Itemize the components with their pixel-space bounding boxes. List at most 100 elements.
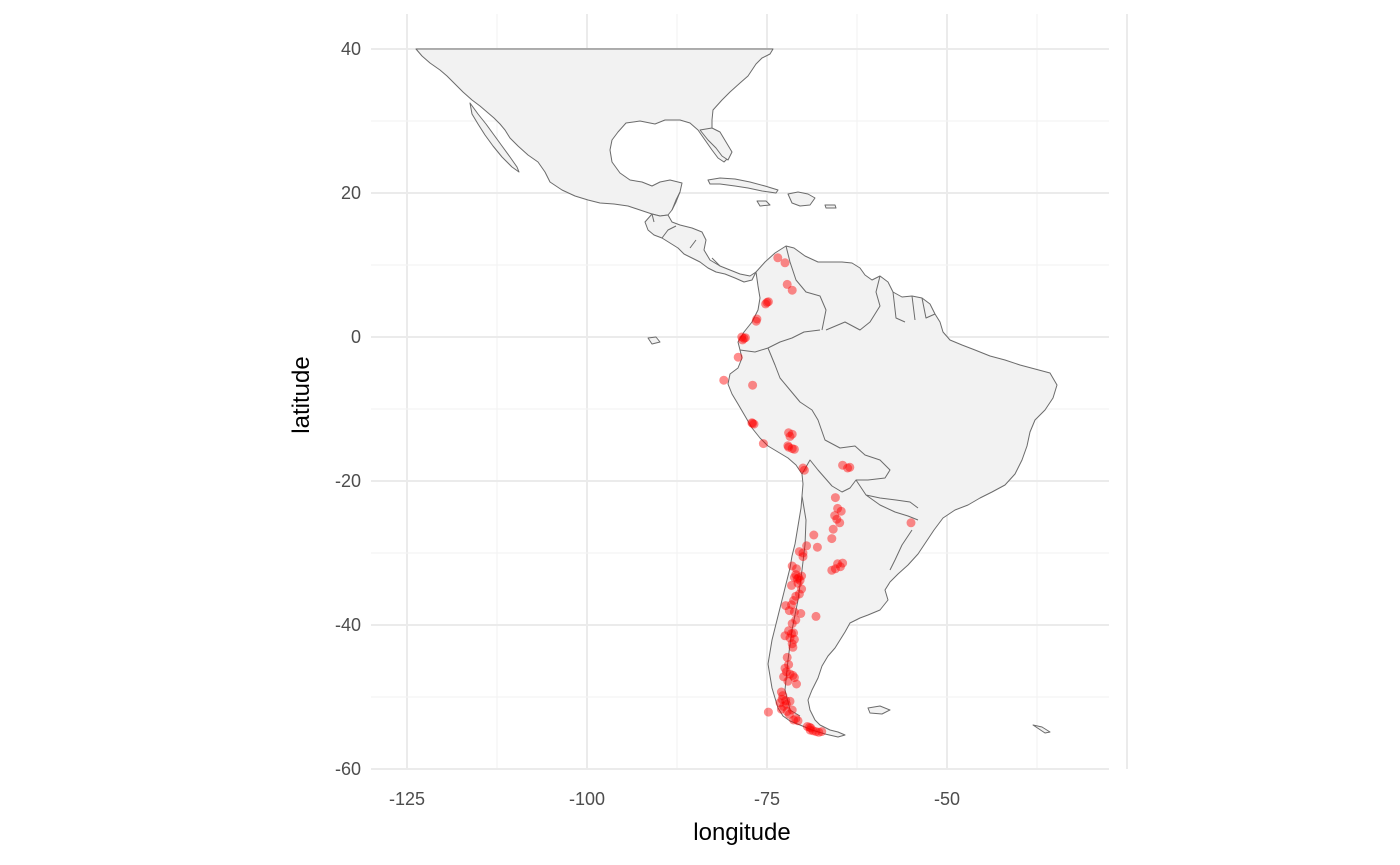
observation-point	[788, 670, 798, 680]
observation-point	[832, 514, 842, 524]
observation-point	[780, 663, 790, 673]
basemap	[415, 48, 1058, 738]
observation-point	[827, 565, 837, 575]
y-tick-label: 20	[341, 183, 361, 203]
observation-point	[797, 571, 807, 581]
x-tick-label: -125	[389, 789, 425, 809]
observation-point	[789, 596, 799, 605]
observation-point	[835, 562, 845, 572]
observation-point	[787, 600, 796, 610]
observation-point	[811, 727, 821, 737]
south-america-landmass	[727, 245, 1058, 738]
observation-point	[794, 589, 804, 599]
observation-point	[787, 705, 797, 715]
observation-point	[797, 584, 807, 594]
observation-point	[787, 561, 797, 571]
observation-point	[791, 591, 801, 601]
observation-point	[789, 444, 799, 454]
observation-point	[838, 558, 848, 568]
cuba	[707, 177, 779, 194]
jamaica	[756, 200, 771, 207]
observation-point	[789, 634, 799, 644]
observation-point	[808, 726, 818, 736]
observation-point	[802, 541, 812, 551]
observation-point	[748, 418, 758, 428]
observation-point	[793, 578, 803, 588]
observation-point	[830, 564, 840, 574]
observation-point	[781, 601, 791, 611]
observation-point	[789, 573, 799, 582]
observation-point	[792, 574, 802, 584]
observation-point	[775, 698, 785, 708]
observation-point	[796, 609, 806, 618]
observation-point	[719, 375, 729, 385]
baja-california	[469, 102, 520, 173]
x-tick-label: -100	[569, 789, 605, 809]
observation-point	[758, 439, 768, 449]
observation-point	[748, 380, 758, 390]
observation-point	[787, 619, 797, 629]
observation-point	[791, 615, 801, 625]
observation-point	[828, 524, 838, 534]
x-axis-ticks: -125 -100 -75 -50	[389, 789, 960, 809]
observation-point	[785, 669, 795, 679]
observation-point	[752, 314, 762, 324]
y-tick-label: -40	[335, 615, 361, 635]
observation-point	[812, 542, 822, 552]
observation-point	[779, 701, 789, 711]
observation-point	[835, 518, 845, 528]
observation-point	[780, 258, 790, 268]
observation-point	[787, 629, 796, 639]
observation-point	[763, 297, 773, 307]
observation-point	[762, 297, 772, 307]
y-tick-label: 40	[341, 39, 361, 59]
observation-point	[798, 463, 808, 473]
observation-point	[739, 333, 749, 343]
observation-point	[845, 462, 855, 472]
observation-point	[789, 715, 799, 725]
observation-point	[738, 335, 747, 345]
observation-point	[827, 534, 837, 544]
observation-point	[806, 723, 816, 733]
observation-point	[794, 547, 804, 557]
florida	[699, 127, 733, 161]
observation-point	[780, 631, 790, 641]
observation-point	[737, 332, 747, 342]
observation-point	[785, 633, 795, 643]
x-tick-label: -50	[934, 789, 960, 809]
y-axis-title: latitude	[288, 356, 315, 433]
observation-point	[787, 580, 796, 590]
observation-point	[763, 707, 773, 717]
hispaniola	[787, 191, 816, 207]
observation-point	[805, 725, 815, 735]
observation-point	[776, 687, 786, 697]
galapagos	[647, 336, 661, 345]
observation-point	[749, 419, 759, 429]
observation-point	[781, 696, 791, 706]
observation-point	[751, 316, 761, 326]
x-tick-label: -75	[754, 789, 780, 809]
country-borders	[651, 191, 936, 717]
observation-point	[784, 709, 794, 719]
observation-point	[794, 573, 804, 582]
observation-point	[833, 503, 843, 513]
observation-point	[784, 626, 794, 636]
observation-point	[778, 691, 788, 701]
observation-point	[783, 441, 793, 451]
y-tick-label: -20	[335, 471, 361, 491]
observation-point	[785, 696, 795, 706]
observation-point	[784, 428, 794, 438]
south-georgia	[1032, 724, 1051, 734]
observation-point	[782, 706, 792, 716]
observation-point	[802, 722, 812, 731]
observation-point	[761, 299, 771, 309]
observation-point	[787, 285, 797, 295]
observation-point	[787, 639, 797, 649]
observation-point	[795, 575, 805, 585]
observation-point	[783, 676, 793, 686]
observation-point	[817, 727, 827, 737]
observation-point	[814, 727, 824, 737]
observation-point	[781, 699, 791, 709]
observation-point	[784, 660, 794, 670]
observation-point	[792, 679, 801, 689]
